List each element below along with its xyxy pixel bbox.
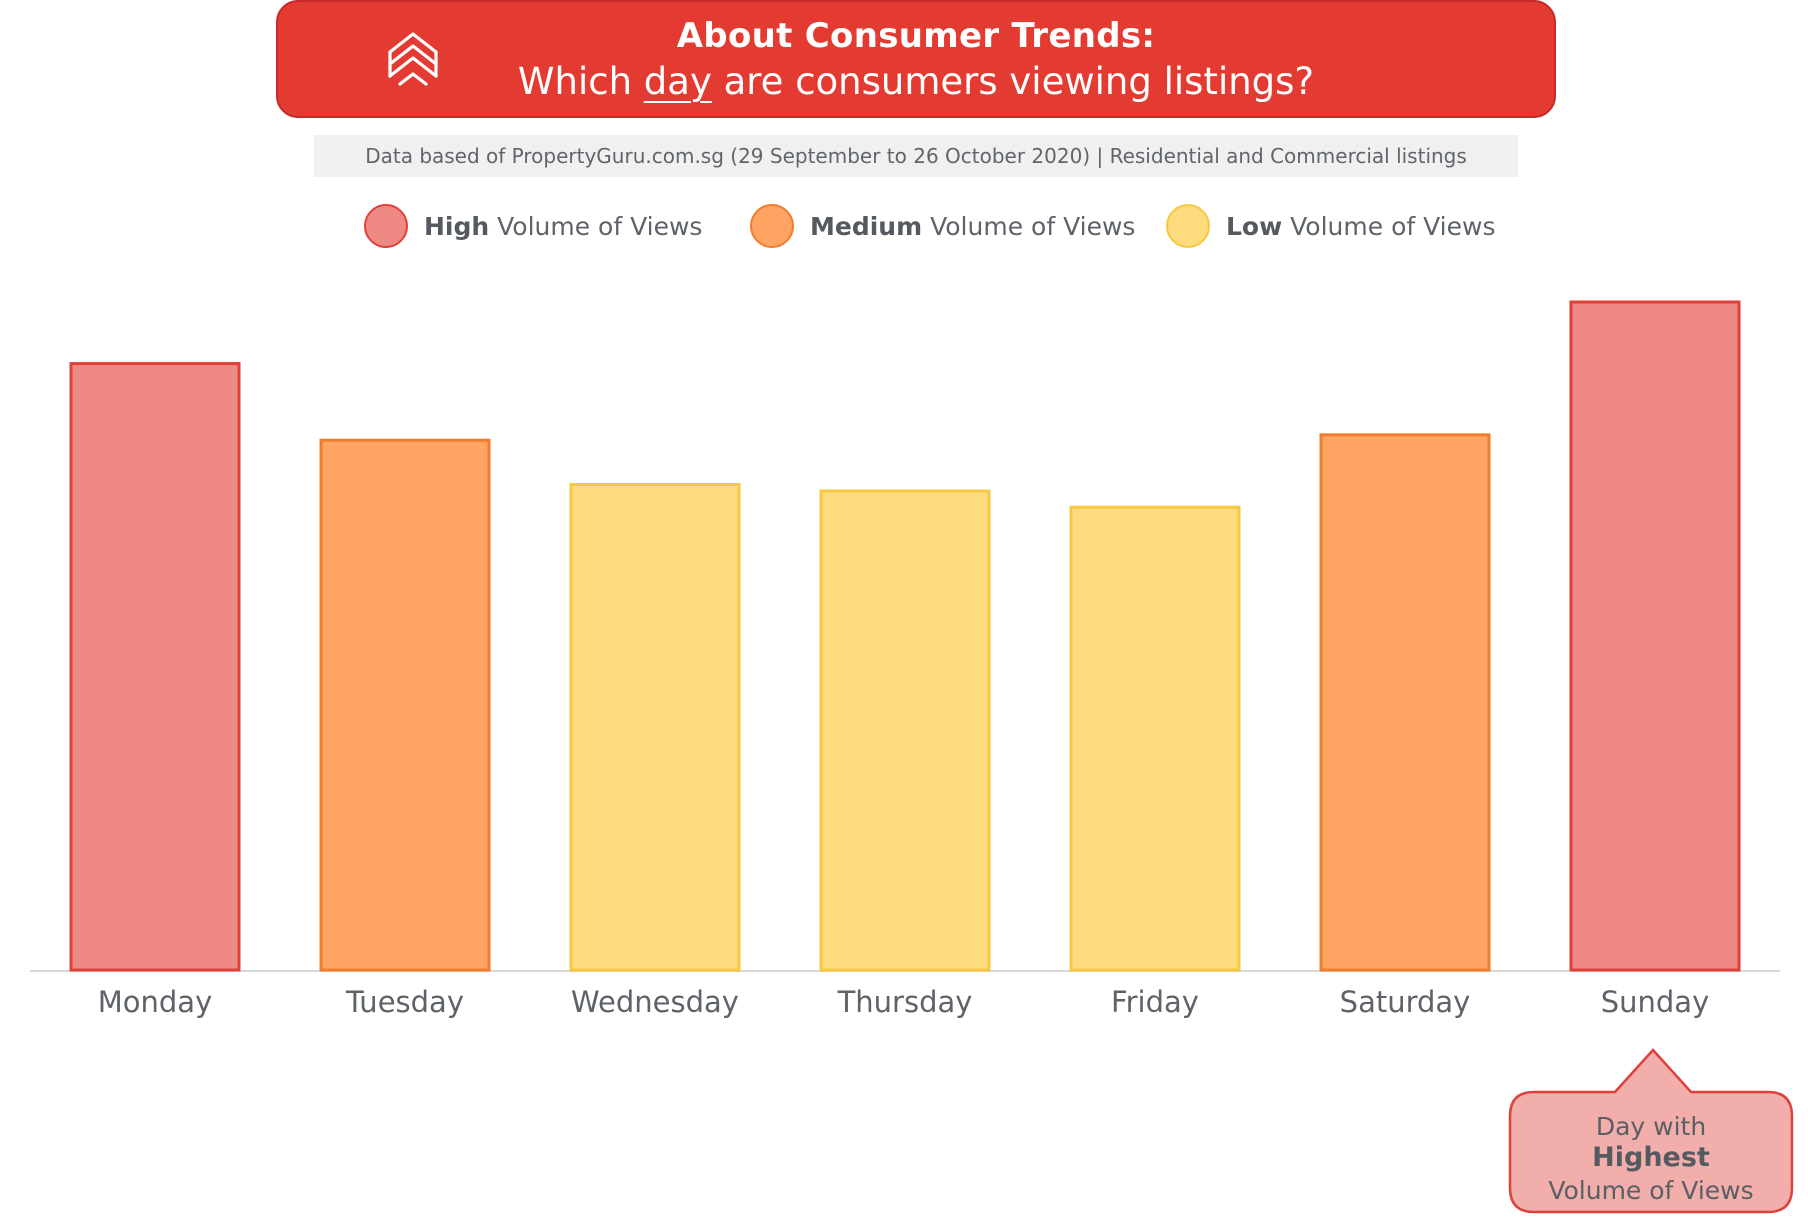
legend-swatch-low: [1166, 204, 1210, 248]
chart-title: About Consumer Trends:: [676, 16, 1156, 56]
legend-label-medium: Medium Volume of Views: [810, 211, 1136, 241]
highest-day-callout: Day with Highest Volume of Views: [1506, 1046, 1796, 1218]
subtitle-post: are consumers viewing listings?: [711, 60, 1315, 103]
x-tick-label-friday: Friday: [1111, 985, 1199, 1019]
x-tick-label-thursday: Thursday: [837, 985, 973, 1019]
callout-bubble: [1508, 1048, 1794, 1214]
legend-label-high: High Volume of Views: [424, 211, 703, 241]
bar-wednesday: [569, 483, 741, 972]
callout-line-3: Volume of Views: [1548, 1176, 1754, 1205]
legend-label-low: Low Volume of Views: [1226, 211, 1496, 241]
legend-swatch-high: [364, 204, 408, 248]
legend-swatch-medium: [750, 204, 794, 248]
bar-thursday: [819, 489, 991, 972]
legend-item-medium: Medium Volume of Views: [750, 202, 1135, 250]
x-tick-label-tuesday: Tuesday: [345, 985, 464, 1019]
subtitle-pre: Which: [517, 60, 644, 103]
bar-monday: [69, 362, 241, 972]
callout-line-2: Highest: [1592, 1142, 1710, 1173]
legend-item-high: High Volume of Views: [364, 202, 702, 250]
x-tick-label-saturday: Saturday: [1340, 985, 1471, 1019]
x-tick-label-sunday: Sunday: [1601, 985, 1710, 1019]
title-banner: About Consumer Trends: Which day are con…: [276, 0, 1556, 118]
bar-sunday: [1569, 300, 1741, 972]
callout-line-1: Day with: [1595, 1112, 1707, 1141]
chart-subtitle: Which day are consumers viewing listings…: [278, 60, 1554, 103]
legend-item-low: Low Volume of Views: [1166, 202, 1495, 250]
subtitle-emphasis: day: [643, 60, 712, 103]
bar-chart: Monday Tuesday Wednesday Thursday Friday Satu…: [30, 300, 1780, 1019]
propertyguru-logo-icon: [388, 32, 438, 86]
source-note: Data based of PropertyGuru.com.sg (29 Se…: [314, 135, 1518, 177]
x-tick-label-wednesday: Wednesday: [571, 985, 739, 1019]
bar-tuesday: [319, 438, 491, 972]
bar-friday: [1069, 505, 1241, 972]
x-tick-label-monday: Monday: [98, 985, 213, 1019]
bar-saturday: [1319, 433, 1491, 972]
